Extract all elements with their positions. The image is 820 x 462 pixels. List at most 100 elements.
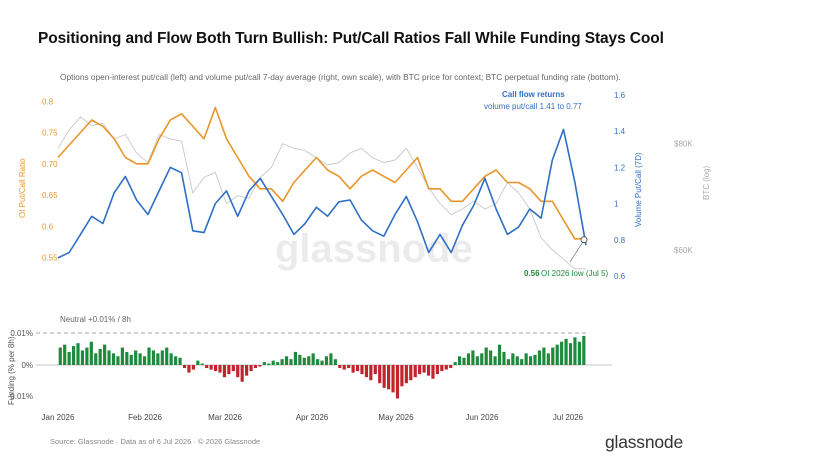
funding-bar [258,365,262,367]
funding-bar [435,365,439,375]
funding-bar [307,356,311,365]
funding-bar [89,341,93,365]
funding-bar [280,359,284,365]
funding-bar [174,356,178,365]
funding-bar [58,347,62,365]
funding-bar [351,365,355,373]
source-note: Source: Glassnode · Data as of 6 Jul 202… [50,437,261,446]
funding-bar [338,365,342,369]
funding-bar [111,353,116,365]
funding-bar [276,362,280,365]
y-right-tick-label: 1.2 [614,163,626,172]
x-tick-label: Jan 2026 [42,413,75,422]
funding-bar [387,365,391,390]
x-tick-label: Apr 2026 [296,413,329,422]
funding-bar [169,353,173,365]
funding-bar [409,365,413,381]
funding-bar [413,365,417,378]
funding-bar [218,365,222,373]
btc-price-line [57,116,586,270]
funding-bar [418,365,422,375]
funding-bar [271,360,275,365]
funding-bar [156,353,160,365]
funding-bar [324,356,329,365]
call-flow-text: volume put/call 1.41 to 0.77 [484,102,582,111]
funding-bar [568,343,573,365]
funding-tick-label: 0.01% [10,329,33,338]
y-right-tick-label: 0.6 [614,272,626,281]
funding-bar [564,338,568,365]
funding-bar [577,341,581,365]
funding-bar [426,365,431,376]
funding-bar [440,365,444,372]
funding-bar [63,344,67,365]
x-tick-label: Feb 2026 [128,413,162,422]
funding-bar [347,365,351,369]
funding-bar [462,357,466,365]
funding-bar [520,359,524,365]
funding-bar [302,357,306,365]
oi-low-marker [580,236,588,244]
oi-low-leader-line [569,241,584,263]
funding-bar [551,347,555,365]
x-tick-label: May 2026 [378,413,414,422]
funding-bar [515,356,519,365]
y-log-axis-label: BTC (log) [702,165,711,200]
funding-bar [546,353,550,365]
funding-bar [449,365,453,369]
funding-bar [129,354,133,365]
funding-bar [200,363,204,365]
funding-bar [120,347,124,365]
y-left-tick-label: 0.6 [42,222,54,231]
funding-bar [391,365,395,393]
funding-bar [107,350,111,365]
funding-bar [71,346,76,365]
y-right-tick-label: 1 [614,200,619,209]
neutral-funding-label: Neutral +0.01% / 8h [60,315,131,324]
funding-axis-label: Funding (% per 8h) [7,336,16,405]
funding-bar [138,353,142,365]
funding-bar [253,365,258,369]
funding-bar [533,354,537,365]
funding-bar [213,365,218,372]
funding-bar [160,350,164,365]
funding-bar [502,351,506,365]
y-left-tick-label: 0.55 [42,254,58,263]
funding-bar [205,365,209,369]
funding-bar [178,357,182,365]
funding-bar [555,344,559,365]
funding-bar [236,365,240,378]
funding-bar [196,360,200,365]
funding-bar [293,351,298,365]
funding-bar [400,365,404,387]
funding-bar [444,365,448,370]
funding-bar [85,347,89,365]
funding-bar [151,350,156,365]
funding-bar [98,349,102,365]
funding-bar [457,356,462,365]
funding-bar [182,365,187,369]
funding-bar [480,353,484,365]
y-right-axis-label: Volume Put/Call (7D) [634,152,643,227]
funding-bar [466,353,471,365]
funding-bar [506,359,510,365]
funding-bar [431,365,435,379]
funding-bar [142,356,147,365]
x-tick-label: Jun 2026 [466,413,499,422]
funding-bar [298,354,302,365]
funding-bar [187,365,191,373]
funding-bar [395,365,400,399]
funding-bar [103,344,107,365]
funding-bar [453,362,457,365]
funding-bar [560,341,564,365]
funding-bar [582,335,586,365]
funding-bar [573,337,577,365]
chart-title: Positioning and Flow Both Turn Bullish: … [38,30,664,47]
funding-bar [524,353,528,365]
call-flow-title: Call flow returns [502,90,565,99]
funding-bar [165,347,169,365]
funding-bar [475,356,479,365]
funding-bar [267,363,271,365]
volume-put-call-line [57,128,587,259]
